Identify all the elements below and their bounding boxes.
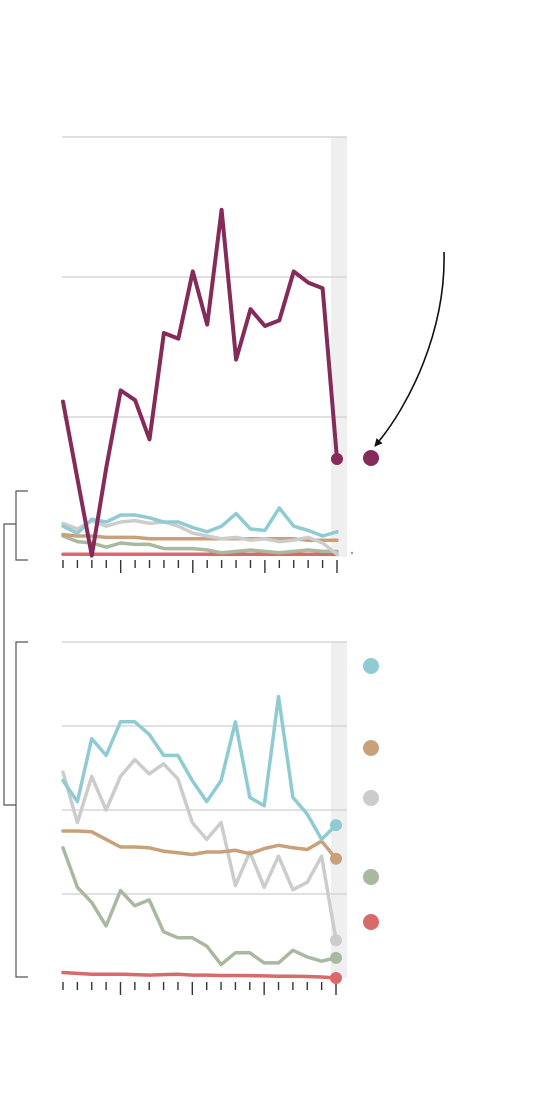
legend-marker-5: [363, 914, 379, 930]
series-line-2: [61, 506, 339, 538]
series-line-5: [61, 970, 338, 980]
zoom-bracket-connector: [3, 523, 16, 806]
series-end-point-1: [331, 453, 343, 465]
series-end-point-3: [330, 934, 342, 947]
chart-panel-1: [61, 136, 379, 573]
series-line-3: [61, 757, 338, 942]
latest-period-band: [331, 137, 347, 557]
chart-panel-2: [61, 641, 379, 995]
series-line-4: [61, 846, 338, 967]
series-line-2: [61, 829, 338, 861]
legend-marker-1: [363, 450, 379, 466]
series-end-point-4: [330, 951, 342, 964]
zoom-bracket-top: [15, 490, 28, 561]
zoom-brackets: [3, 490, 28, 978]
legend-marker-3: [363, 790, 379, 806]
series-line-3: [61, 518, 339, 556]
legend-marker-4: [363, 869, 379, 885]
annotation-arrow: [374, 251, 445, 447]
zoom-bracket-bottom: [15, 641, 28, 978]
series-end-point-1: [330, 819, 342, 832]
axis-end-dot: [350, 551, 354, 555]
series-line-1: [61, 207, 339, 558]
series-line-1: [61, 694, 338, 842]
legend-marker-2: [363, 740, 379, 756]
legend-marker-1: [363, 658, 379, 674]
series-end-point-5: [330, 972, 342, 984]
series-line-5: [61, 534, 339, 555]
series-end-point-2: [330, 852, 342, 865]
